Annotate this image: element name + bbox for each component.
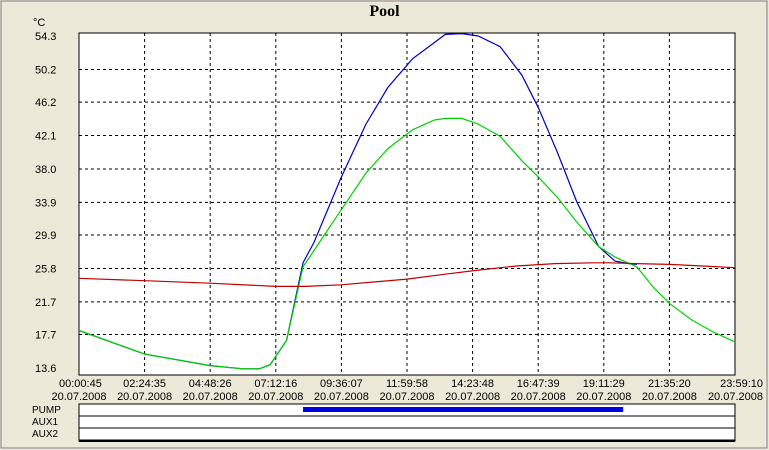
x-tick-date: 20.07.2008 xyxy=(248,391,303,403)
x-axis-ticks: 00:00:4520.07.200802:24:3520.07.200804:4… xyxy=(51,378,763,403)
channel-label: AUX2 xyxy=(32,429,59,440)
x-tick-date: 20.07.2008 xyxy=(379,391,434,403)
x-tick-time: 07:12:16 xyxy=(254,378,297,390)
y-tick-label: 33.9 xyxy=(35,197,56,209)
y-tick-label: 29.9 xyxy=(35,230,56,242)
y-tick-label: 21.7 xyxy=(35,297,56,309)
x-tick-date: 20.07.2008 xyxy=(642,391,697,403)
channel-label: AUX1 xyxy=(32,417,59,428)
x-tick-time: 04:48:26 xyxy=(189,378,232,390)
y-tick-label: 38.0 xyxy=(35,164,56,176)
series-line xyxy=(78,262,736,287)
y-tick-label: 13.6 xyxy=(35,363,56,375)
x-tick-date: 20.07.2008 xyxy=(117,391,172,403)
x-tick-time: 14:23:48 xyxy=(451,378,494,390)
y-tick-label: 54.3 xyxy=(35,31,56,43)
x-tick-date: 20.07.2008 xyxy=(183,391,238,403)
x-tick-time: 16:47:39 xyxy=(517,378,560,390)
y-tick-label: 17.7 xyxy=(35,330,56,342)
y-tick-label: 50.2 xyxy=(35,64,56,76)
x-tick-date: 20.07.2008 xyxy=(511,391,566,403)
x-tick-time: 02:24:35 xyxy=(123,378,166,390)
x-tick-date: 20.07.2008 xyxy=(445,391,500,403)
series-lines xyxy=(78,32,736,370)
y-unit-label: °C xyxy=(33,17,45,29)
channel-on-bar xyxy=(303,407,624,412)
y-axis-ticks: 54.3 50.2 46.2 42.1 38.0 33.9 29.9 25.8 21.7 17.7… xyxy=(35,31,56,375)
y-tick-label: 46.2 xyxy=(35,97,56,109)
y-tick-label: 25.8 xyxy=(35,263,56,275)
x-tick-date: 20.07.2008 xyxy=(708,391,763,403)
chart-title: Pool xyxy=(369,3,400,20)
x-tick-date: 20.07.2008 xyxy=(576,391,631,403)
y-tick-label: 42.1 xyxy=(35,131,56,143)
x-tick-time: 11:59:58 xyxy=(386,378,428,390)
series-line xyxy=(78,117,736,370)
x-tick-time: 09:36:07 xyxy=(320,378,363,390)
x-tick-time: 00:00:45 xyxy=(59,378,102,390)
x-tick-date: 20.07.2008 xyxy=(314,391,369,403)
x-tick-time: 21:35:20 xyxy=(648,378,691,390)
x-tick-time: 23:59:10 xyxy=(720,378,763,390)
x-tick-date: 20.07.2008 xyxy=(51,391,106,403)
x-tick-time: 19:11:29 xyxy=(583,378,625,390)
grid-lines xyxy=(79,33,735,375)
channel-label: PUMP xyxy=(32,405,61,416)
